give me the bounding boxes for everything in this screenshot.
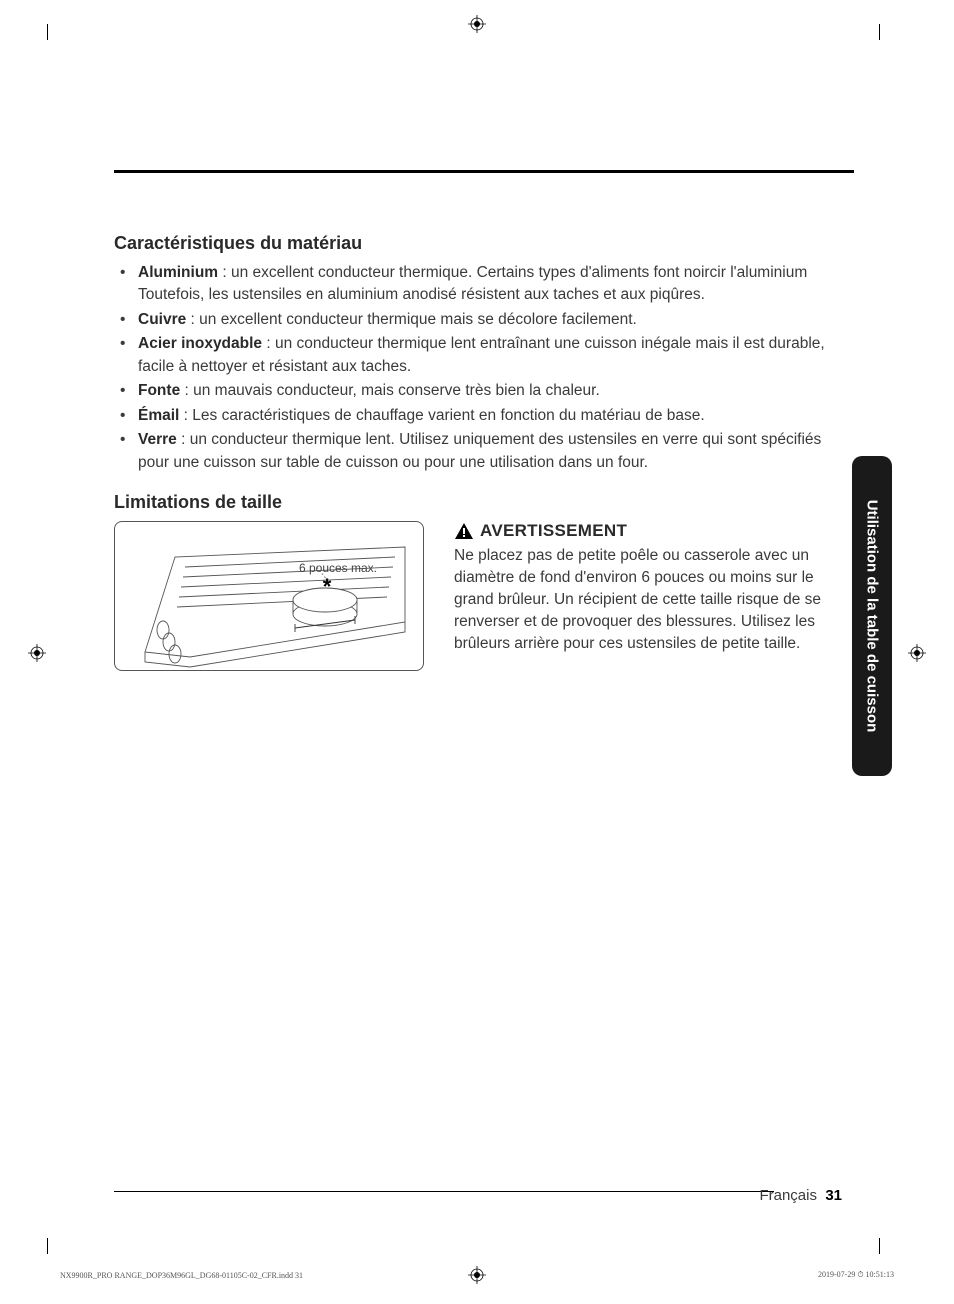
mat-text: : un conducteur thermique lent. Utilisez… — [138, 431, 821, 470]
mat-label: Cuivre — [138, 311, 186, 328]
footer-rule — [114, 1191, 774, 1192]
materials-list: Aluminium : un excellent conducteur ther… — [114, 262, 854, 474]
footer-language: Français — [759, 1187, 817, 1204]
warning-label: AVERTISSEMENT — [480, 521, 627, 541]
list-item: Émail : Les caractéristiques de chauffag… — [114, 405, 854, 427]
list-item: Fonte : un mauvais conducteur, mais cons… — [114, 380, 854, 402]
imprint-timestamp: 2019-07-29 ⏱ 10:51:13 — [818, 1270, 894, 1280]
crop-mark — [879, 1238, 880, 1254]
mat-label: Verre — [138, 431, 177, 448]
list-item: Acier inoxydable : un conducteur thermiq… — [114, 333, 854, 378]
diagram-caption: 6 pouces max. — [299, 561, 377, 575]
registration-mark-icon — [28, 644, 46, 662]
registration-mark-icon — [908, 644, 926, 662]
list-item: Cuivre : un excellent conducteur thermiq… — [114, 309, 854, 331]
mat-label: Aluminium — [138, 264, 218, 281]
two-column-layout: 6 pouces max. * AVERTISSEMENT Ne placez … — [114, 521, 854, 671]
section-rule — [114, 170, 854, 173]
mat-text: : un excellent conducteur thermique. Cer… — [138, 264, 807, 303]
list-item: Aluminium : un excellent conducteur ther… — [114, 262, 854, 307]
footer-text: Français 31 — [759, 1187, 842, 1204]
page-content: Caractéristiques du matériau Aluminium :… — [114, 170, 854, 671]
imprint-filename: NX9900R_PRO RANGE_DOP36M96GL_DG68-01105C… — [60, 1271, 303, 1280]
mat-text: : un mauvais conducteur, mais conserve t… — [180, 382, 600, 399]
warning-column: AVERTISSEMENT Ne placez pas de petite po… — [454, 521, 854, 671]
diagram-asterisk: * — [323, 574, 332, 599]
thumb-tab: Utilisation de la table de cuisson — [852, 456, 892, 776]
heading-materials: Caractéristiques du matériau — [114, 233, 854, 254]
warning-heading: AVERTISSEMENT — [454, 521, 854, 541]
crop-mark — [47, 24, 48, 40]
heading-size-limits: Limitations de taille — [114, 492, 854, 513]
mat-text: : Les caractéristiques de chauffage vari… — [179, 407, 704, 424]
list-item: Verre : un conducteur thermique lent. Ut… — [114, 429, 854, 474]
page-number: 31 — [825, 1187, 842, 1204]
mat-text: : un excellent conducteur thermique mais… — [186, 311, 637, 328]
cooktop-diagram: 6 pouces max. * — [114, 521, 424, 671]
crop-mark — [47, 1238, 48, 1254]
registration-mark-icon — [468, 1266, 486, 1284]
warning-text: Ne placez pas de petite poêle ou cassero… — [454, 545, 854, 655]
thumb-tab-label: Utilisation de la table de cuisson — [864, 500, 881, 733]
diagram-svg: 6 pouces max. * — [115, 522, 425, 672]
registration-mark-icon — [468, 15, 486, 33]
mat-label: Fonte — [138, 382, 180, 399]
warning-icon — [454, 522, 474, 540]
mat-label: Émail — [138, 407, 179, 424]
crop-mark — [879, 24, 880, 40]
mat-label: Acier inoxydable — [138, 335, 262, 352]
